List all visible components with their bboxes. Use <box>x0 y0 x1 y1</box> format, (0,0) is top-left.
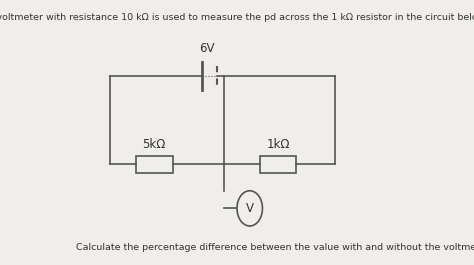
Text: Calculate the percentage difference between the value with and without the voltm: Calculate the percentage difference betw… <box>76 244 474 253</box>
Circle shape <box>237 191 263 226</box>
Bar <box>260 156 296 173</box>
Text: 5kΩ: 5kΩ <box>143 138 166 151</box>
Text: 1kΩ: 1kΩ <box>266 138 290 151</box>
Text: A voltmeter with resistance 10 kΩ is used to measure the pd across the 1 kΩ resi: A voltmeter with resistance 10 kΩ is use… <box>0 12 474 21</box>
Bar <box>136 156 173 173</box>
Text: V: V <box>246 202 254 215</box>
Text: 6V: 6V <box>200 42 215 55</box>
